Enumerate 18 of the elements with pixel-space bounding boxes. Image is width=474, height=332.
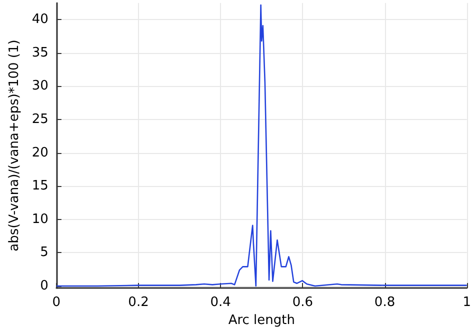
y-tick-label: 25 bbox=[32, 112, 48, 128]
line-series bbox=[56, 4, 468, 287]
x-tick-label: 0 bbox=[52, 295, 61, 310]
y-tick-label: 30 bbox=[32, 78, 48, 94]
x-axis-title: Arc length bbox=[228, 313, 295, 328]
y-tick-label: 0 bbox=[40, 278, 48, 294]
x-tick-label: 1 bbox=[462, 295, 472, 310]
y-tick-label: 20 bbox=[32, 145, 48, 160]
y-tick-label: 5 bbox=[40, 245, 48, 260]
y-tick-label: 15 bbox=[32, 178, 48, 194]
x-tick-label: 0.4 bbox=[210, 295, 231, 310]
y-tick-label: 40 bbox=[32, 12, 48, 28]
y-axis-title: abs(V-vana)/(vana+eps)*100 (1) bbox=[7, 40, 22, 252]
y-tick-label: 35 bbox=[32, 45, 48, 60]
x-tick-label: 0.2 bbox=[128, 295, 149, 310]
x-tick-label: 0.6 bbox=[292, 295, 314, 310]
y-tick-label: 10 bbox=[32, 212, 48, 227]
x-tick-label: 0.8 bbox=[374, 295, 396, 310]
